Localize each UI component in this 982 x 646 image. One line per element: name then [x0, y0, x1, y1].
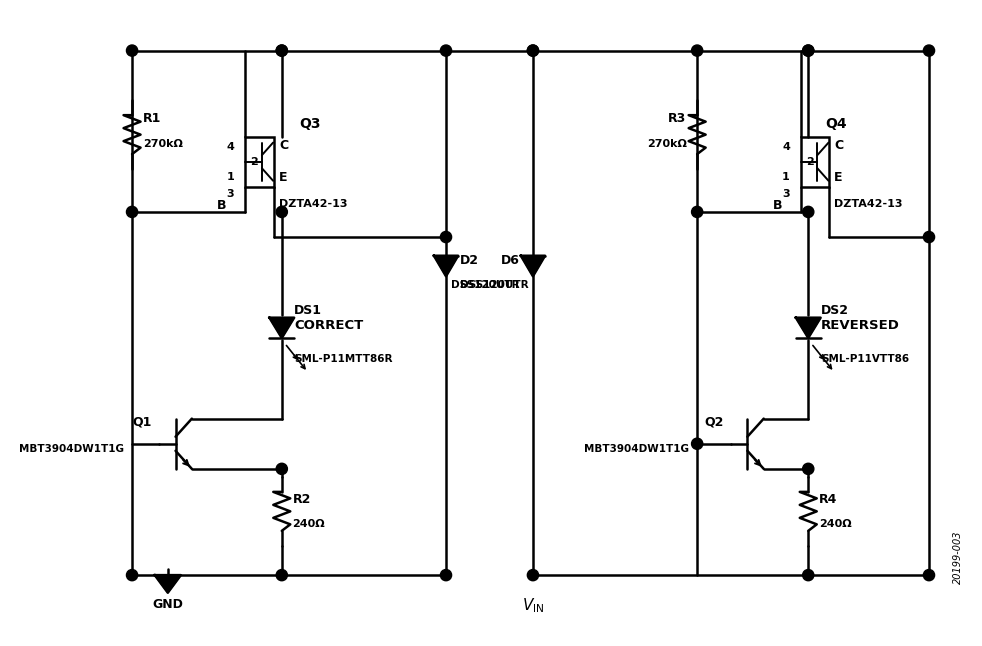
Text: 1: 1 — [227, 172, 235, 182]
Text: Q4: Q4 — [826, 117, 847, 131]
Polygon shape — [155, 575, 181, 593]
Circle shape — [276, 570, 288, 581]
Circle shape — [691, 45, 703, 56]
Text: DS1: DS1 — [295, 304, 322, 317]
Text: $V_{\rm IN}$: $V_{\rm IN}$ — [521, 596, 544, 615]
Circle shape — [691, 206, 703, 218]
Polygon shape — [269, 318, 295, 338]
Circle shape — [923, 570, 935, 581]
Text: 20199-003: 20199-003 — [953, 531, 963, 585]
Circle shape — [802, 570, 814, 581]
Text: R4: R4 — [819, 494, 838, 506]
Text: 4: 4 — [782, 141, 790, 152]
Bar — [800, 136, 830, 187]
Text: SML-P11MTT86R: SML-P11MTT86R — [295, 354, 393, 364]
Circle shape — [440, 570, 452, 581]
Text: R3: R3 — [669, 112, 686, 125]
Circle shape — [923, 231, 935, 243]
Text: D6: D6 — [501, 254, 519, 267]
Text: 4: 4 — [227, 141, 235, 152]
Text: 270kΩ: 270kΩ — [142, 140, 183, 149]
Text: C: C — [835, 139, 844, 152]
Circle shape — [802, 463, 814, 474]
Text: DSS120UTR: DSS120UTR — [451, 280, 519, 290]
Text: Q3: Q3 — [300, 117, 321, 131]
Circle shape — [127, 206, 137, 218]
Text: CORRECT: CORRECT — [295, 319, 363, 333]
Polygon shape — [795, 318, 821, 338]
Circle shape — [802, 45, 814, 56]
Text: GND: GND — [152, 598, 184, 610]
Text: DS2: DS2 — [821, 304, 848, 317]
Bar — [246, 136, 274, 187]
Circle shape — [440, 231, 452, 243]
Text: Q1: Q1 — [133, 416, 151, 429]
Text: D2: D2 — [460, 254, 478, 267]
Circle shape — [527, 45, 538, 56]
Text: 270kΩ: 270kΩ — [647, 140, 686, 149]
Polygon shape — [434, 256, 458, 276]
Circle shape — [923, 45, 935, 56]
Circle shape — [276, 463, 288, 474]
Text: 240Ω: 240Ω — [293, 519, 325, 529]
Circle shape — [802, 206, 814, 218]
Text: REVERSED: REVERSED — [821, 319, 900, 333]
Circle shape — [276, 206, 288, 218]
Text: 2: 2 — [250, 157, 258, 167]
Text: SML-P11VTT86: SML-P11VTT86 — [821, 354, 909, 364]
Text: DSS120UTR: DSS120UTR — [460, 280, 528, 290]
Text: E: E — [835, 171, 843, 184]
Circle shape — [802, 45, 814, 56]
Polygon shape — [520, 256, 545, 276]
Text: C: C — [279, 139, 288, 152]
Text: 240Ω: 240Ω — [819, 519, 851, 529]
Circle shape — [127, 45, 137, 56]
Circle shape — [276, 45, 288, 56]
Text: DZTA42-13: DZTA42-13 — [835, 199, 902, 209]
Text: MBT3904DW1T1G: MBT3904DW1T1G — [20, 444, 125, 453]
Text: R2: R2 — [293, 494, 310, 506]
Text: B: B — [217, 199, 227, 212]
Text: 3: 3 — [227, 189, 235, 198]
Text: 3: 3 — [783, 189, 790, 198]
Text: MBT3904DW1T1G: MBT3904DW1T1G — [584, 444, 689, 453]
Circle shape — [527, 45, 538, 56]
Text: B: B — [773, 199, 782, 212]
Text: DZTA42-13: DZTA42-13 — [279, 199, 348, 209]
Circle shape — [440, 45, 452, 56]
Text: 2: 2 — [806, 157, 814, 167]
Circle shape — [691, 438, 703, 450]
Text: 1: 1 — [782, 172, 790, 182]
Text: E: E — [279, 171, 288, 184]
Circle shape — [276, 45, 288, 56]
Text: Q2: Q2 — [704, 416, 724, 429]
Circle shape — [527, 570, 538, 581]
Text: R1: R1 — [142, 112, 161, 125]
Circle shape — [127, 570, 137, 581]
